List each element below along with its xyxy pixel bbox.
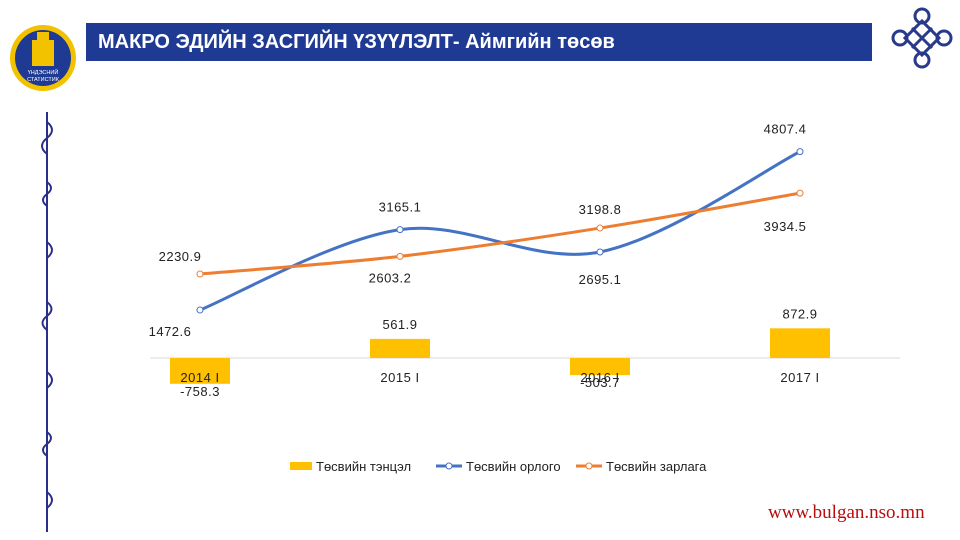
series-point xyxy=(196,270,204,278)
line-value-label: 1472.6 xyxy=(149,324,192,339)
legend-label: Төсвийн зарлага xyxy=(606,459,707,474)
line-value-label: 2603.2 xyxy=(369,270,412,285)
title-bar: МАКРО ЭДИЙН ЗАСГИЙН ҮЗҮҮЛЭЛТ- Аймгийн тө… xyxy=(86,23,872,61)
logo-line1: ҮНДЭСНИЙ xyxy=(28,68,59,76)
mongolian-script-decoration xyxy=(32,112,62,532)
bar-2016-I xyxy=(570,358,630,376)
series-point xyxy=(196,306,204,314)
category-label: 2016 I xyxy=(580,370,619,385)
logo-line2: СТАТИСТИК xyxy=(27,77,60,83)
series-point xyxy=(796,148,804,156)
bar-2015-I xyxy=(370,338,430,358)
line-value-label: 2230.9 xyxy=(159,249,202,264)
bar-2014-I xyxy=(170,358,230,384)
series-point xyxy=(596,248,604,256)
legend-label: Төсвийн орлого xyxy=(466,459,561,474)
series-line-2 xyxy=(199,191,801,276)
bar-label: 872.9 xyxy=(782,306,817,321)
legend-marker xyxy=(445,462,453,470)
bar-2017-I xyxy=(770,328,830,358)
series-point xyxy=(396,226,404,234)
endless-knot-icon xyxy=(890,6,954,70)
website-url[interactable]: www.bulgan.nso.mn xyxy=(768,502,925,523)
category-label: 2014 I xyxy=(180,370,219,385)
line-value-label: 2695.1 xyxy=(579,272,622,287)
bar-label: -758.3 xyxy=(180,384,220,399)
series-point xyxy=(396,252,404,260)
line-value-label: 3165.1 xyxy=(379,200,422,215)
page-title: МАКРО ЭДИЙН ЗАСГИЙН ҮЗҮҮЛЭЛТ- Аймгийн тө… xyxy=(98,31,615,53)
bar-label: -503.7 xyxy=(580,375,620,390)
line-value-label: 3934.5 xyxy=(764,219,807,234)
legend-marker xyxy=(585,462,593,470)
statistics-emblem-icon: ҮНДЭСНИЙ СТАТИСТИК xyxy=(8,20,78,100)
legend-swatch xyxy=(290,462,312,470)
category-label: 2017 I xyxy=(780,370,819,385)
series-point xyxy=(596,224,604,232)
line-value-label: 3198.8 xyxy=(579,202,622,217)
left-sidebar: ҮНДЭСНИЙ СТАТИСТИК xyxy=(0,0,86,540)
bar-label: 561.9 xyxy=(382,317,417,332)
line-value-label: 4807.4 xyxy=(764,122,807,137)
legend-label: Төсвийн тэнцэл xyxy=(316,459,411,474)
series-line-1 xyxy=(199,150,801,312)
category-label: 2015 I xyxy=(380,370,419,385)
budget-chart: -758.3 561.9 -503.7 872.9 2014 I 2015 I 2016 I… xyxy=(110,100,950,500)
series-point xyxy=(796,189,804,197)
chart-svg: -758.3 561.9 -503.7 872.9 2014 I 2015 I 2016 I… xyxy=(149,122,900,474)
